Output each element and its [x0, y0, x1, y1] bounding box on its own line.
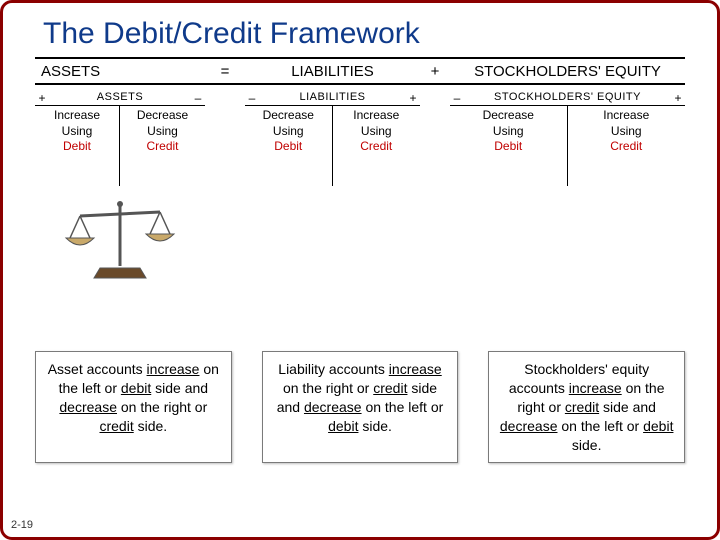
balance-scale-icon [60, 196, 180, 291]
liab-credit-side: Increase Using Credit [333, 106, 421, 186]
t-account-assets-col: + ASSETS – Increase Using Debit Decrease… [35, 91, 205, 291]
eqty-credit-side: Increase Using Credit [568, 106, 686, 186]
t-account-liabilities: – LIABILITIES + Decrease Using Debit Inc… [245, 91, 420, 186]
assets-left-sign: + [35, 91, 49, 105]
assets-right-l1: Decrease [120, 108, 205, 124]
slide-frame: The Debit/Credit Framework ASSETS = LIAB… [0, 0, 720, 540]
slide-number: 2-19 [11, 519, 33, 531]
accounting-equation-row: ASSETS = LIABILITIES + STOCKHOLDERS' EQU… [35, 57, 685, 85]
eqty-left-l1: Decrease [450, 108, 567, 124]
assets-right-sign: – [191, 91, 205, 105]
eqty-right-sign: + [671, 91, 685, 105]
assets-right-l3: Credit [120, 139, 205, 155]
eq-assets: ASSETS [35, 63, 205, 80]
liab-right-l1: Increase [333, 108, 421, 124]
eq-equals: = [205, 63, 245, 80]
eqty-left-sign: – [450, 91, 464, 105]
assets-debit-side: Increase Using Debit [35, 106, 120, 186]
spacer-2 [420, 91, 450, 291]
spacer-1 [205, 91, 245, 291]
t-account-liabilities-col: – LIABILITIES + Decrease Using Debit Inc… [245, 91, 420, 291]
eq-plus: + [420, 63, 450, 80]
liab-left-l3: Debit [245, 139, 332, 155]
liabilities-description-box: Liability accounts increase on the right… [262, 351, 459, 463]
t-account-equity: – STOCKHOLDERS' EQUITY + Decrease Using … [450, 91, 685, 186]
assets-tacct-name: ASSETS [49, 91, 191, 105]
assets-credit-side: Decrease Using Credit [120, 106, 205, 186]
liab-tacct-name: LIABILITIES [259, 91, 406, 105]
eqty-left-l2: Using [450, 124, 567, 140]
assets-description-box: Asset accounts increase on the left or d… [35, 351, 232, 463]
equity-description-box: Stockholders' equity accounts increase o… [488, 351, 685, 463]
liab-left-l2: Using [245, 124, 332, 140]
eqty-right-l3: Credit [568, 139, 686, 155]
assets-left-l2: Using [35, 124, 119, 140]
t-account-assets: + ASSETS – Increase Using Debit Decrease… [35, 91, 205, 186]
assets-right-l2: Using [120, 124, 205, 140]
eq-liabilities: LIABILITIES [245, 63, 420, 80]
liab-right-sign: + [406, 91, 420, 105]
t-account-equity-col: – STOCKHOLDERS' EQUITY + Decrease Using … [450, 91, 685, 291]
t-accounts-row: + ASSETS – Increase Using Debit Decrease… [35, 91, 685, 291]
liab-right-l2: Using [333, 124, 421, 140]
description-row: Asset accounts increase on the left or d… [35, 351, 685, 463]
liab-debit-side: Decrease Using Debit [245, 106, 333, 186]
eqty-left-l3: Debit [450, 139, 567, 155]
slide-title: The Debit/Credit Framework [3, 3, 717, 57]
liab-left-l1: Decrease [245, 108, 332, 124]
eqty-right-l1: Increase [568, 108, 686, 124]
eqty-tacct-name: STOCKHOLDERS' EQUITY [464, 91, 671, 105]
assets-left-l1: Increase [35, 108, 119, 124]
eqty-right-l2: Using [568, 124, 686, 140]
assets-left-l3: Debit [35, 139, 119, 155]
eq-equity: STOCKHOLDERS' EQUITY [450, 63, 685, 80]
liab-left-sign: – [245, 91, 259, 105]
eqty-debit-side: Decrease Using Debit [450, 106, 568, 186]
liab-right-l3: Credit [333, 139, 421, 155]
